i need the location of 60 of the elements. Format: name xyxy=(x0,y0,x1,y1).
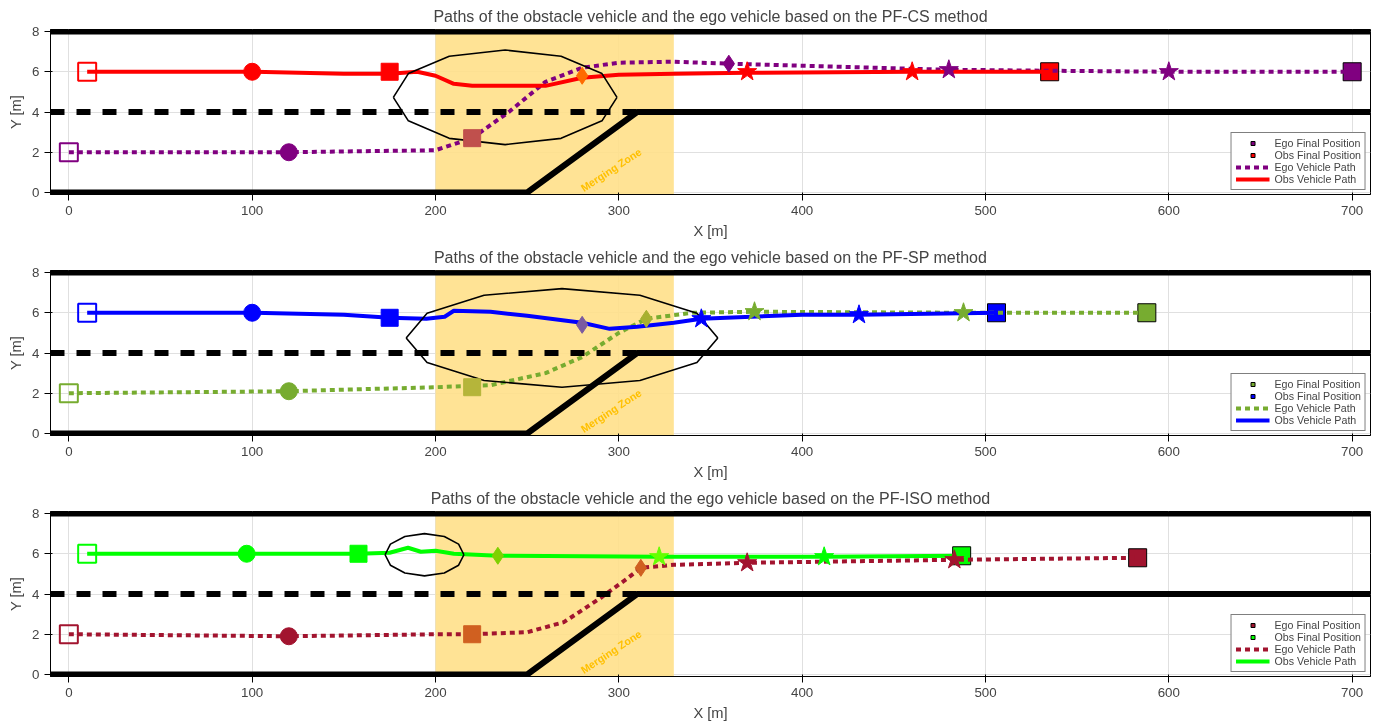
y-tick-label: 4 xyxy=(32,586,41,602)
legend-label: Ego Final Position xyxy=(1274,378,1361,390)
y-tick-label: 0 xyxy=(32,425,40,441)
x-tick-label: 600 xyxy=(1157,202,1180,218)
x-tick-label: 200 xyxy=(424,443,447,459)
x-tick-label: 0 xyxy=(65,443,73,459)
x-tick-label: 400 xyxy=(791,202,814,218)
chart-title: Paths of the obstacle vehicle and the ego vehicle based on the PF-SP method xyxy=(433,248,987,266)
x-tick-label: 300 xyxy=(607,443,630,459)
y-tick-label: 4 xyxy=(32,345,41,361)
x-tick-label: 600 xyxy=(1157,443,1180,459)
x-tick-label: 600 xyxy=(1157,684,1180,700)
x-tick-label: 100 xyxy=(241,443,264,459)
x-tick-label: 100 xyxy=(241,202,264,218)
x-tick-label: 300 xyxy=(607,202,630,218)
y-tick-label: 2 xyxy=(32,385,40,401)
y-axis-title: Y [m] xyxy=(8,336,25,371)
x-tick-label: 500 xyxy=(974,684,997,700)
x-tick-label: 700 xyxy=(1341,443,1364,459)
y-tick-label: 4 xyxy=(32,104,41,120)
legend-label: Obs Vehicle Path xyxy=(1274,173,1357,185)
legend-label: Ego Vehicle Path xyxy=(1274,161,1356,173)
x-tick-label: 400 xyxy=(791,443,814,459)
x-axis-title: X [m] xyxy=(693,463,728,480)
legend-label: Ego Vehicle Path xyxy=(1274,402,1356,414)
legend-label: Ego Final Position xyxy=(1274,137,1361,149)
y-tick-label: 8 xyxy=(32,24,40,40)
y-tick-label: 8 xyxy=(32,506,40,522)
x-tick-label: 500 xyxy=(974,443,997,459)
x-tick-label: 700 xyxy=(1341,202,1364,218)
y-tick-label: 6 xyxy=(32,546,40,562)
y-axis-title: Y [m] xyxy=(8,577,25,612)
x-tick-label: 0 xyxy=(65,684,73,700)
y-tick-label: 0 xyxy=(32,666,40,682)
x-tick-label: 700 xyxy=(1341,684,1364,700)
legend-label: Obs Vehicle Path xyxy=(1274,655,1357,667)
legend-label: Obs Final Position xyxy=(1274,390,1361,402)
y-tick-label: 2 xyxy=(32,144,40,160)
x-tick-label: 100 xyxy=(241,684,264,700)
y-tick-label: 6 xyxy=(32,305,40,321)
chart-title: Paths of the obstacle vehicle and the ego vehicle based on the PF-CS method xyxy=(433,7,988,25)
y-tick-label: 6 xyxy=(32,64,40,80)
x-tick-label: 0 xyxy=(65,202,73,218)
legend-label: Ego Final Position xyxy=(1274,619,1361,631)
y-tick-label: 8 xyxy=(32,265,40,281)
legend-label: Ego Vehicle Path xyxy=(1274,643,1356,655)
x-tick-label: 200 xyxy=(424,202,447,218)
x-axis-title: X [m] xyxy=(693,704,728,721)
y-tick-label: 0 xyxy=(32,184,40,200)
legend-label: Obs Final Position xyxy=(1274,631,1361,643)
x-tick-label: 400 xyxy=(791,684,814,700)
x-tick-label: 300 xyxy=(607,684,630,700)
legend-label: Obs Vehicle Path xyxy=(1274,414,1357,426)
y-tick-label: 2 xyxy=(32,626,40,642)
y-axis-title: Y [m] xyxy=(8,95,25,130)
chart-title: Paths of the obstacle vehicle and the ego vehicle based on the PF-ISO method xyxy=(430,489,991,507)
x-tick-label: 200 xyxy=(424,684,447,700)
x-tick-label: 500 xyxy=(974,202,997,218)
x-axis-title: X [m] xyxy=(693,222,728,239)
legend-label: Obs Final Position xyxy=(1274,149,1361,161)
